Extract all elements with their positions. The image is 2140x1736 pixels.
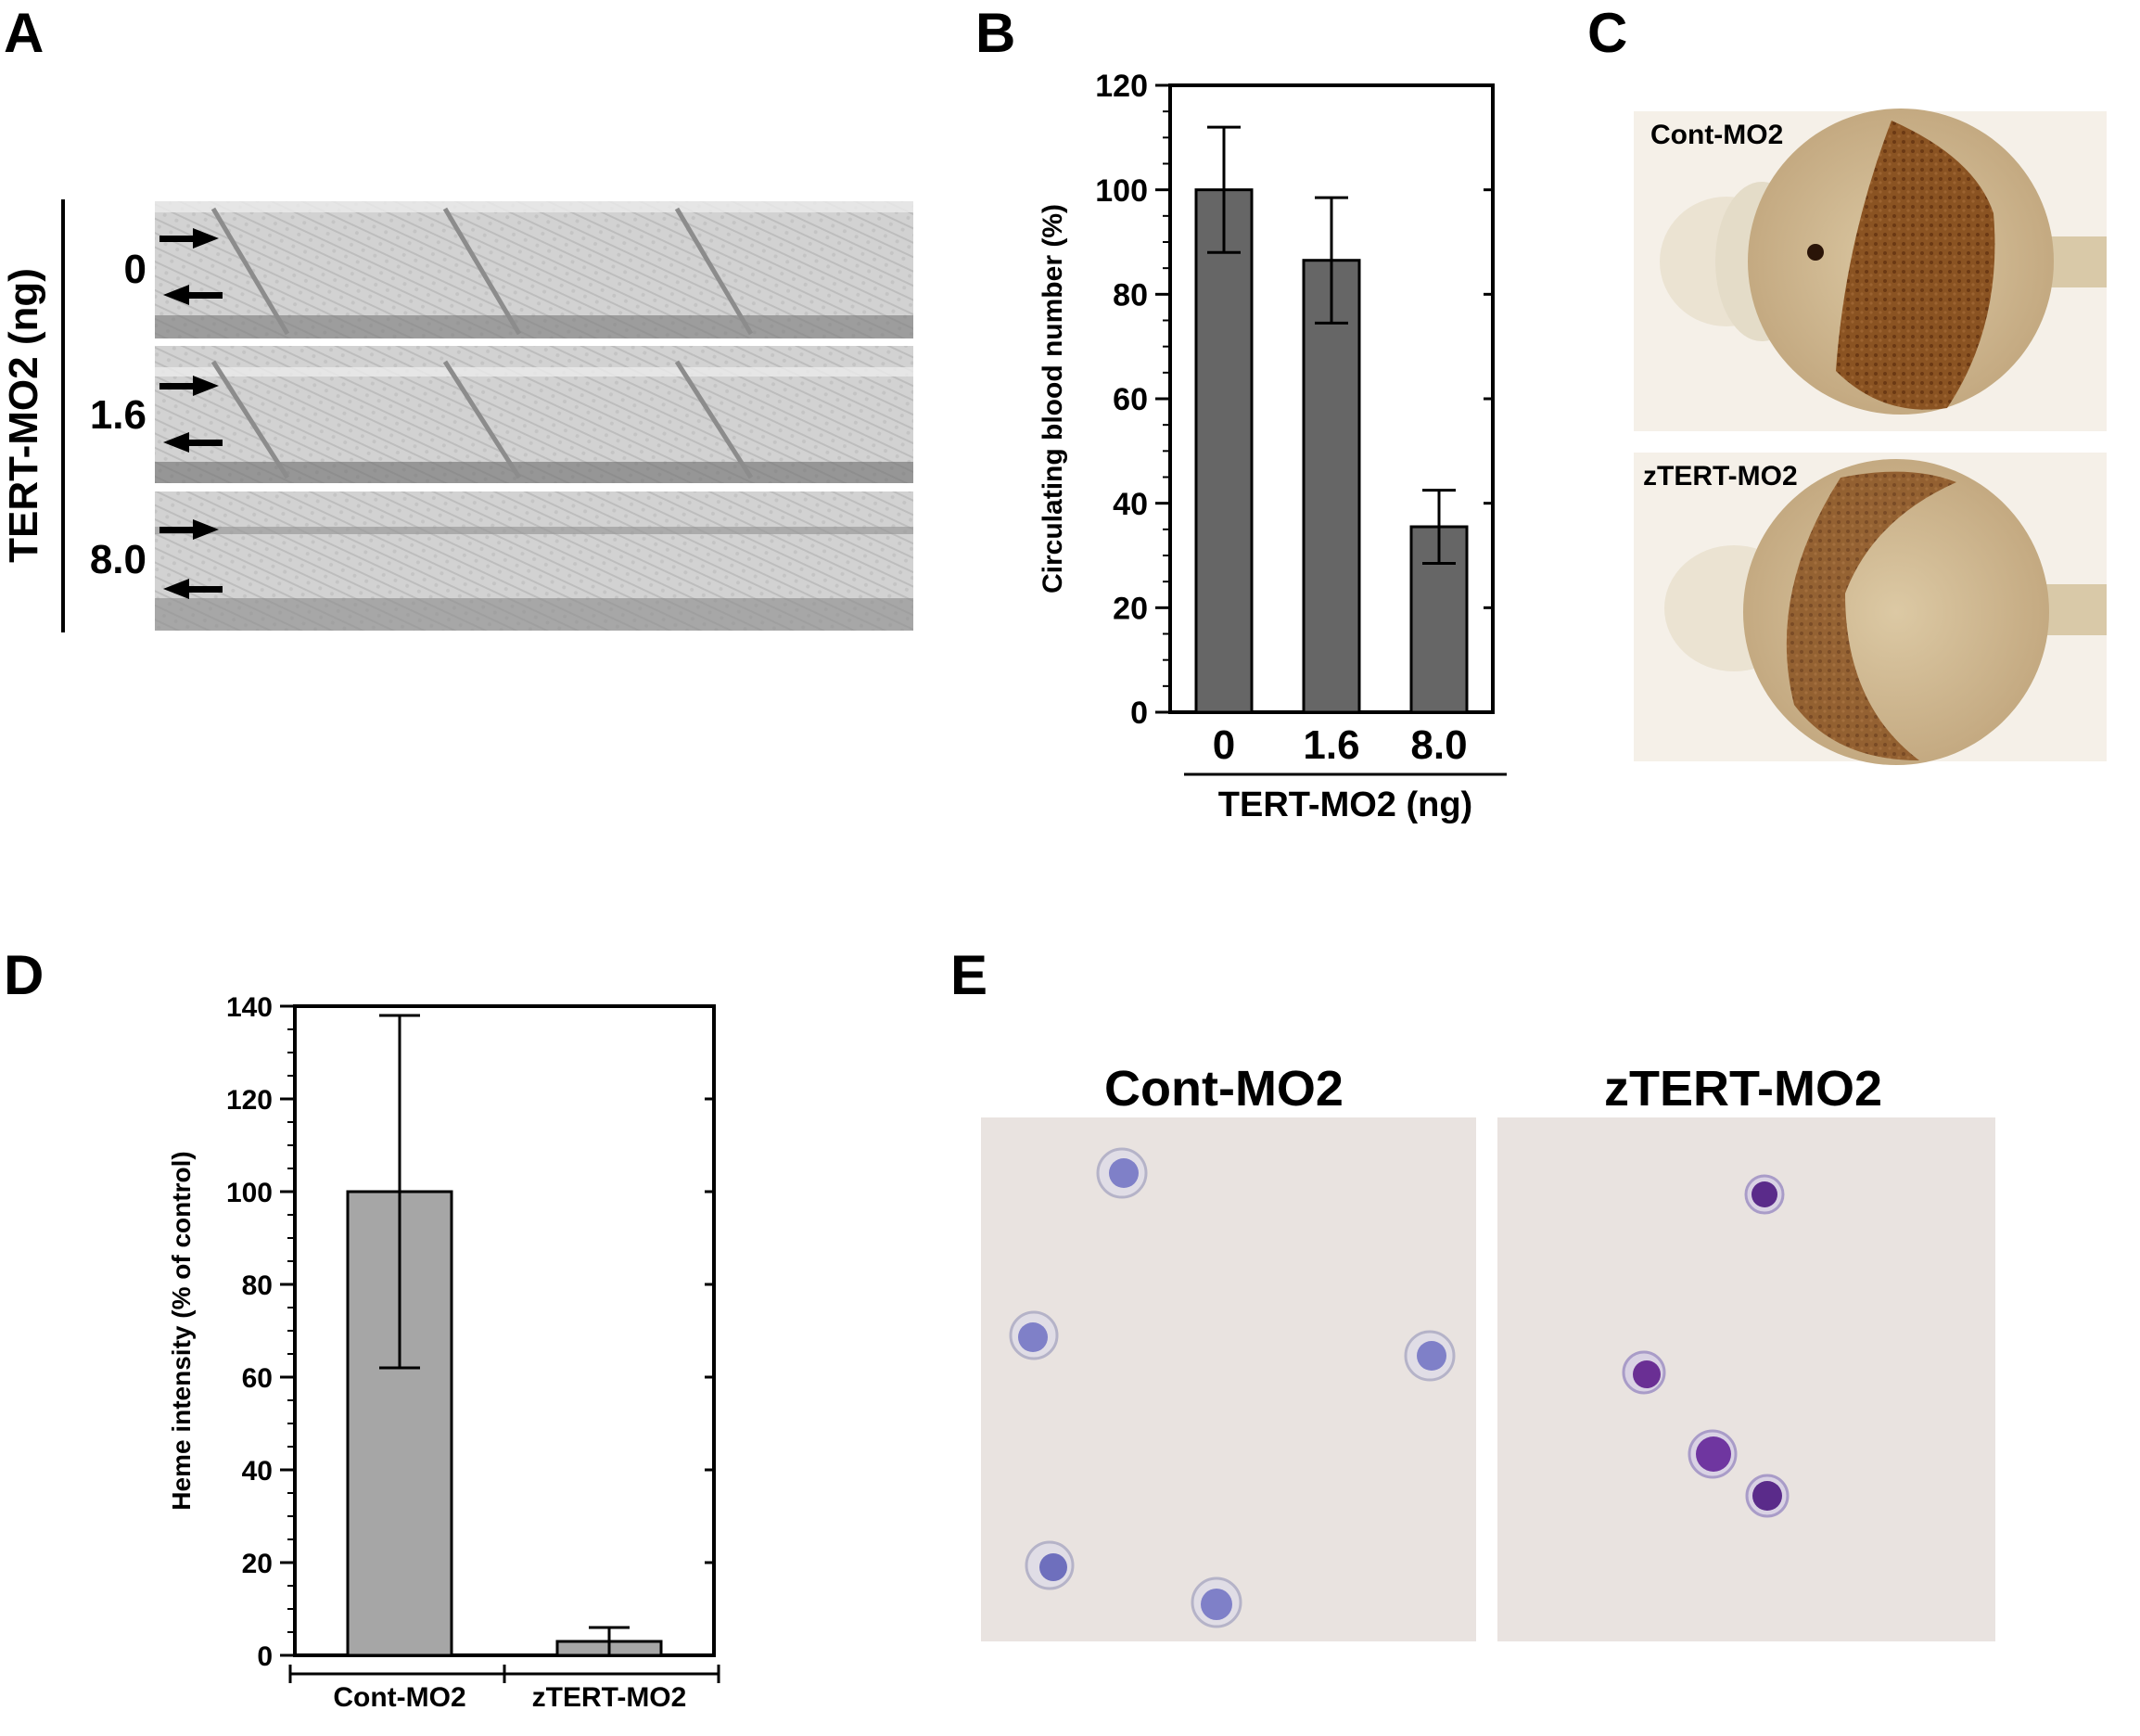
blood-cell (1688, 1429, 1738, 1479)
chartb-ytick-label: 40 (1113, 487, 1148, 522)
chartb-ytick-label: 20 (1113, 592, 1148, 627)
blood-cell (1622, 1350, 1666, 1395)
panel-a-micrograph-1 (155, 346, 913, 483)
chartb-category-label: 8.0 (1410, 722, 1467, 768)
panel-letter-a: A (4, 2, 44, 64)
panel-c: C Cont-MO2 zTERT-MO2 (1587, 2, 2107, 765)
panel-a-arrows (159, 228, 223, 599)
left-arrow-icon (163, 579, 223, 599)
panel-a-row-label-1: 1.6 (90, 392, 146, 438)
chartb-category-label: 1.6 (1303, 722, 1359, 768)
chartd-ytick-label: 120 (226, 1085, 273, 1116)
chartd-ytick-label: 100 (226, 1178, 273, 1208)
chartb-category-label: 0 (1213, 722, 1235, 768)
panel-b: B 0 20 40 60 80 100 120 0 1.6 8.0 Circulating bloo… (975, 2, 1507, 824)
blood-cell (1096, 1147, 1148, 1199)
panel-c-photo-ztert (1634, 453, 2107, 765)
right-arrow-icon (159, 228, 219, 249)
panel-e: E Cont-MO2 zTERT-MO2 (950, 944, 1995, 1641)
panel-a: A TERT-MO2 (ng) 0 1.6 8.0 (1, 2, 913, 632)
chartd-ytick-label: 140 (226, 992, 273, 1023)
panel-letter-b: B (975, 2, 1015, 64)
chartb-ytick-label: 0 (1130, 696, 1148, 731)
chartb-bar (1302, 259, 1361, 714)
chartb-bar (1194, 188, 1254, 714)
right-arrow-icon (159, 376, 219, 396)
panel-a-micrograph-2 (155, 491, 913, 631)
chartd-category-label: zTERT-MO2 (532, 1682, 687, 1713)
blood-cell (1009, 1310, 1059, 1360)
chartd-ytick-label: 40 (242, 1456, 273, 1487)
panel-e-smear-cont (981, 1117, 1476, 1641)
panel-c-photo-cont (1634, 108, 2107, 431)
blood-cell (1191, 1576, 1242, 1628)
panel-a-row-label-2: 8.0 (90, 537, 146, 582)
panel-letter-c: C (1587, 2, 1627, 64)
chart-d: 0 20 40 60 80 100 120 140 Cont-MO2 zTERT-MO2 Heme … (167, 992, 720, 1713)
panel-c-label-cont: Cont-MO2 (1650, 120, 1783, 150)
panel-a-axis-label: TERT-MO2 (ng) (1, 268, 46, 563)
panel-e-label-cont: Cont-MO2 (1104, 1061, 1344, 1117)
chartd-category-label: Cont-MO2 (333, 1682, 465, 1713)
panel-letter-e: E (950, 944, 987, 1006)
blood-cell (1745, 1474, 1790, 1518)
chartb-ytick-label: 60 (1113, 382, 1148, 417)
chartb-ytick-label: 100 (1095, 173, 1148, 209)
chartd-ytick-label: 20 (242, 1549, 273, 1579)
panel-letter-d: D (4, 944, 44, 1006)
chartb-xlabel: TERT-MO2 (ng) (1218, 785, 1472, 824)
blood-cell (1025, 1540, 1075, 1590)
chartd-ytick-label: 80 (242, 1270, 273, 1301)
panel-d: D 0 20 40 60 80 100 120 140 Cont-MO2 zTERT-MO2 Hem… (4, 944, 720, 1713)
chartb-ytick-label: 120 (1095, 69, 1148, 104)
panel-e-smear-ztert (1497, 1117, 1995, 1641)
chartb-ytick-label: 80 (1113, 278, 1148, 313)
chart-b: 0 20 40 60 80 100 120 0 1.6 8.0 Circulating blood … (1038, 69, 1507, 824)
right-arrow-icon (159, 519, 219, 540)
blood-cell (1404, 1330, 1456, 1382)
panel-e-label-ztert: zTERT-MO2 (1604, 1061, 1882, 1117)
chartd-ytick-label: 60 (242, 1363, 273, 1394)
left-arrow-icon (163, 285, 223, 305)
chartd-ytick-label: 0 (257, 1641, 273, 1672)
left-arrow-icon (163, 432, 223, 453)
panel-a-row-label-0: 0 (124, 247, 146, 292)
chartd-ylabel: Heme intensity (% of control) (167, 1151, 196, 1510)
panel-a-micrograph-0 (155, 201, 913, 338)
blood-cell (1744, 1174, 1785, 1215)
chartb-ylabel: Circulating blood number (%) (1038, 204, 1068, 594)
panel-c-label-ztert: zTERT-MO2 (1643, 461, 1798, 491)
